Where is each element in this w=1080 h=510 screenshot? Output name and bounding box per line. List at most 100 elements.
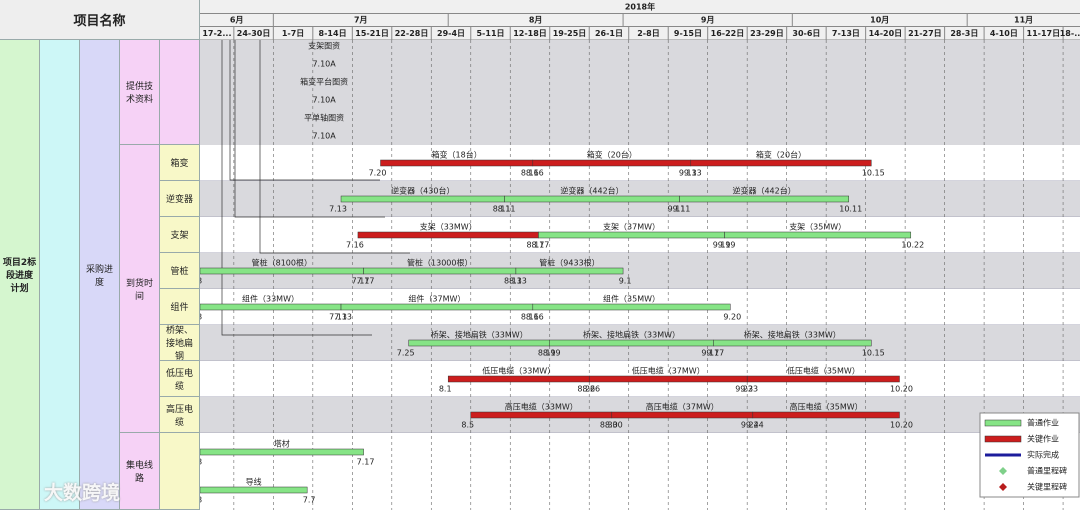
week-label: 16-22日 — [711, 29, 745, 38]
milestone-label: 平单轴图资 — [304, 113, 344, 123]
start-label: 7.16 — [346, 241, 364, 250]
task-bar — [679, 195, 849, 203]
week-label: 9-15日 — [674, 29, 702, 38]
milestone-date: 7.10A — [312, 132, 336, 141]
end-label: 8.30 — [605, 421, 623, 430]
link-line — [234, 40, 385, 218]
end-label: 7.13 — [334, 313, 352, 322]
week-label: 7-13日 — [832, 29, 860, 38]
week-label: 4-10日 — [990, 29, 1018, 38]
week-label: 26-1日 — [595, 29, 623, 38]
task-label: 箱变（20台） — [756, 150, 806, 160]
task-label: 支架（35MW） — [789, 222, 846, 232]
legend-label: 关键作业 — [1027, 434, 1059, 444]
start-label: 8.5 — [461, 421, 474, 430]
task-bar — [690, 159, 872, 167]
category-name: 采购进度 — [80, 40, 120, 510]
row-name: 逆变器 — [160, 181, 200, 217]
task-bar — [363, 267, 517, 275]
week-label: 12-18日 — [513, 29, 547, 38]
week-label: 21-27日 — [908, 29, 942, 38]
header-bg — [200, 0, 1080, 40]
start-label: 18 — [200, 277, 202, 286]
task-bar — [549, 339, 714, 347]
row-name: 管桩 — [160, 253, 200, 289]
start-label: 18 — [200, 496, 202, 505]
start-label: 9.11 — [668, 205, 686, 214]
row-name: 组件 — [160, 289, 200, 325]
start-label: 8.16 — [521, 169, 539, 178]
week-label: 8-14日 — [319, 29, 347, 38]
week-label: 28-3日 — [950, 29, 978, 38]
row-name: 低压电缆 — [160, 361, 200, 397]
end-label: 9.20 — [723, 313, 741, 322]
legend-swatch — [999, 483, 1007, 491]
legend-label: 普通作业 — [1027, 418, 1059, 428]
week-label: 14-20日 — [869, 29, 903, 38]
task-label: 导线 — [246, 477, 262, 487]
start-label: 8.16 — [521, 313, 539, 322]
week-label: 22-28日 — [395, 29, 429, 38]
start-label: 8.30 — [600, 421, 618, 430]
end-label: 10.20 — [890, 421, 913, 430]
end-label: 10.11 — [839, 205, 862, 214]
task-label: 逆变器（442台） — [560, 186, 623, 196]
task-label: 高压电缆（35MW） — [790, 402, 863, 412]
task-bar — [532, 303, 731, 311]
task-bar — [200, 303, 342, 311]
timeline: 2018年 6月 7月 8月 9月 10月 11月 17-2... 24-30日 1-7日 8-14… — [200, 0, 1080, 510]
week-label: 29-4日 — [437, 29, 465, 38]
month-label: 8月 — [529, 16, 543, 25]
milestone-label: 箱变平台图资 — [300, 77, 348, 87]
legend-swatch — [984, 435, 1022, 443]
task-bar — [532, 159, 692, 167]
project-name: 项目2标段进度计划 — [0, 40, 40, 510]
month-label: 7月 — [354, 16, 368, 25]
task-bar — [504, 195, 680, 203]
grid — [221, 40, 1064, 510]
row-name: 箱变 — [160, 145, 200, 181]
start-label: 8.11 — [493, 205, 511, 214]
task-bar — [447, 375, 590, 383]
legend-label: 关键里程碑 — [1027, 482, 1067, 492]
watermark: 大数跨境 — [44, 482, 121, 504]
end-label: 9.23 — [740, 385, 758, 394]
row-name: 支架 — [160, 217, 200, 253]
task-bar — [724, 231, 912, 239]
task-label: 管桩（13000根） — [407, 258, 472, 268]
row-name: 桥架、接地扁钢 — [160, 325, 200, 362]
end-label: 7.17 — [357, 458, 375, 467]
task-label: 箱变（20台） — [587, 150, 637, 160]
start-label: 8.17 — [527, 241, 545, 250]
legend-label: 普通里程碑 — [1027, 466, 1067, 476]
start-label: 8.1 — [439, 385, 452, 394]
task-bar — [746, 375, 900, 383]
start-label: 18 — [200, 313, 202, 322]
start-label: 18 — [200, 458, 202, 467]
row-bg — [200, 40, 1080, 145]
task-bar — [380, 159, 534, 167]
group-name: 到货时间 — [120, 145, 160, 433]
task-label: 组件（37MW） — [408, 294, 465, 304]
start-label: 9.13 — [679, 169, 697, 178]
task-label: 逆变器（442台） — [732, 186, 795, 196]
start-label: 7.17 — [352, 277, 370, 286]
task-label: 低压电缆（33MW） — [482, 366, 555, 376]
end-label: 7.17 — [357, 277, 375, 286]
month-label: 9月 — [701, 16, 715, 25]
end-label: 9.13 — [684, 169, 702, 178]
end-label: 10.15 — [862, 349, 885, 358]
week-label: 30-6日 — [792, 29, 820, 38]
task-bar — [200, 486, 308, 494]
week-label: 24-30日 — [237, 29, 271, 38]
start-label: 7.25 — [397, 349, 415, 358]
week-label: 2-8日 — [637, 29, 659, 38]
end-label: 10.15 — [862, 169, 885, 178]
task-label: 管桩（9433根） — [539, 258, 599, 268]
task-label: 高压电缆（37MW） — [646, 402, 719, 412]
end-label: 9.17 — [706, 349, 724, 358]
